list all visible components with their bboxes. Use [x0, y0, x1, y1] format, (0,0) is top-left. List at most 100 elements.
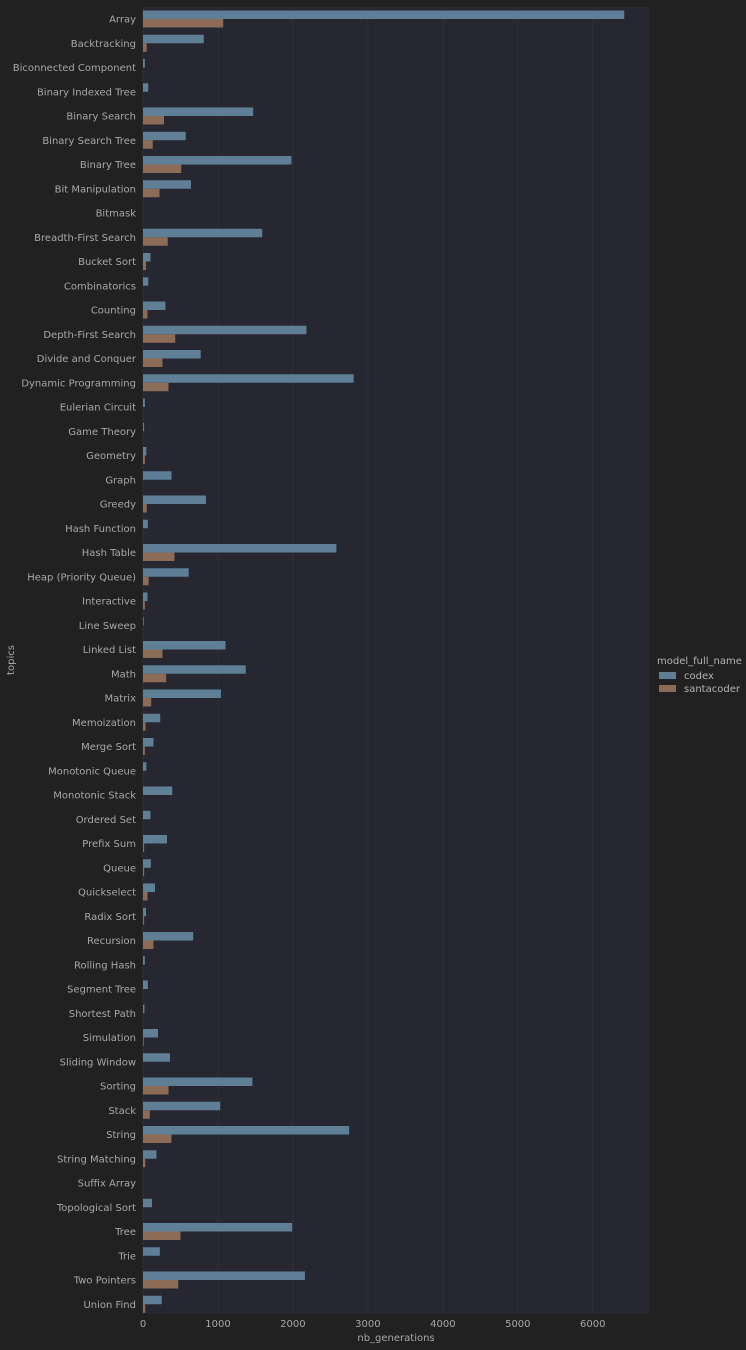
bar-codex	[143, 495, 206, 504]
bar-codex	[143, 883, 155, 892]
bar-santacoder	[143, 116, 164, 125]
y-tick-label: Segment Tree	[67, 985, 136, 996]
y-tick-label: Memoization	[72, 718, 136, 729]
bar-codex	[143, 859, 151, 868]
x-tick-label: 1000	[205, 1319, 230, 1330]
y-tick-label: Counting	[91, 306, 136, 317]
bar-codex	[143, 689, 221, 698]
bar-santacoder	[143, 334, 176, 343]
y-tick-label: Sorting	[100, 1082, 136, 1093]
y-tick-label: Queue	[103, 863, 136, 874]
y-tick-label: Dynamic Programming	[21, 378, 136, 389]
bar-codex	[143, 1004, 145, 1014]
bar-codex	[143, 156, 292, 165]
bar-codex	[143, 810, 151, 820]
y-tick-labels: Array Backtracking Biconnected Component Bi…	[13, 15, 137, 1311]
y-tick-label: Interactive	[82, 597, 136, 608]
bar-codex	[143, 1150, 157, 1159]
bar-codex	[143, 59, 145, 68]
y-tick-label: Bitmask	[96, 209, 137, 220]
y-tick-label: Rolling Hash	[74, 960, 136, 971]
x-tick-label: 0	[140, 1319, 146, 1330]
bar-codex	[143, 1053, 170, 1062]
bar-codex	[143, 738, 154, 747]
y-tick-label: Eulerian Circuit	[60, 403, 136, 414]
bar-santacoder	[143, 649, 163, 658]
y-tick-label: Geometry	[86, 451, 136, 462]
bar-codex	[143, 228, 263, 238]
bar-codex	[143, 471, 172, 480]
bar-santacoder	[143, 261, 146, 270]
y-tick-label: Trie	[117, 1251, 136, 1262]
bar-santacoder	[143, 1304, 146, 1313]
bar-codex	[143, 641, 226, 650]
bar-santacoder	[143, 140, 153, 149]
bar-codex	[143, 907, 146, 917]
legend-label-santacoder: santacoder	[684, 684, 741, 695]
bar-codex	[143, 592, 148, 601]
y-tick-label: Combinatorics	[64, 281, 136, 292]
y-tick-label: Monotonic Queue	[48, 766, 136, 777]
bar-santacoder	[143, 1158, 146, 1168]
y-tick-label: Suffix Array	[78, 1179, 136, 1190]
y-tick-label: Quickselect	[78, 888, 136, 899]
x-tick-label: 6000	[580, 1319, 605, 1330]
bar-santacoder	[143, 1134, 172, 1143]
bar-santacoder	[143, 916, 145, 925]
y-tick-label: Line Sweep	[79, 621, 136, 632]
bar-codex	[143, 1198, 152, 1208]
y-tick-label: Simulation	[83, 1033, 136, 1044]
bar-codex	[143, 713, 161, 723]
bar-santacoder	[143, 382, 169, 392]
bar-santacoder	[143, 1086, 169, 1095]
legend-label-codex: codex	[684, 671, 714, 682]
y-tick-label: Graph	[105, 475, 136, 486]
bar-codex	[143, 932, 194, 941]
y-tick-label: Stack	[108, 1106, 136, 1117]
y-tick-label: Prefix Sum	[82, 839, 136, 850]
y-tick-label: Monotonic Stack	[53, 791, 136, 802]
bar-santacoder	[143, 43, 147, 52]
y-tick-label: Backtracking	[71, 39, 136, 50]
bar-codex	[143, 447, 147, 456]
bars	[143, 10, 625, 1313]
bar-codex	[143, 253, 151, 262]
bar-santacoder	[143, 552, 175, 561]
legend-swatch-santacoder	[659, 685, 676, 692]
bar-codex	[143, 1247, 160, 1256]
bar-santacoder	[143, 164, 182, 173]
bar-codex	[143, 519, 148, 529]
y-tick-label: Game Theory	[68, 427, 136, 438]
bar-santacoder	[143, 188, 160, 198]
bar-santacoder	[143, 940, 154, 949]
y-tick-label: Divide and Conquer	[37, 354, 137, 365]
y-tick-label: Tree	[114, 1227, 136, 1238]
bar-santacoder	[143, 1110, 150, 1119]
x-tick-labels: 0 1000 2000 3000 4000 5000 6000	[140, 1319, 606, 1330]
bar-codex	[143, 665, 246, 674]
y-tick-label: Hash Function	[65, 524, 136, 535]
y-tick-label: Bit Manipulation	[55, 184, 136, 195]
bar-codex	[143, 374, 354, 383]
bar-santacoder	[143, 310, 148, 319]
bar-codex	[143, 1223, 293, 1232]
bar-codex	[143, 616, 144, 626]
bar-codex	[143, 835, 167, 844]
bar-santacoder	[143, 746, 145, 755]
x-tick-label: 5000	[505, 1319, 530, 1330]
bar-codex	[143, 1077, 253, 1086]
bar-santacoder	[143, 867, 145, 877]
bar-santacoder	[143, 843, 145, 852]
y-tick-label: Binary Search Tree	[42, 136, 136, 147]
bar-codex	[143, 398, 145, 407]
bar-santacoder	[143, 673, 167, 683]
x-tick-label: 4000	[430, 1319, 455, 1330]
plot-background	[143, 7, 649, 1314]
y-tick-label: Linked List	[83, 645, 136, 656]
x-tick-label: 3000	[355, 1319, 380, 1330]
bar-codex	[143, 1271, 305, 1280]
bar-codex	[143, 1029, 158, 1038]
y-tick-label: Greedy	[100, 500, 136, 511]
y-tick-label: Shortest Path	[69, 1009, 136, 1020]
